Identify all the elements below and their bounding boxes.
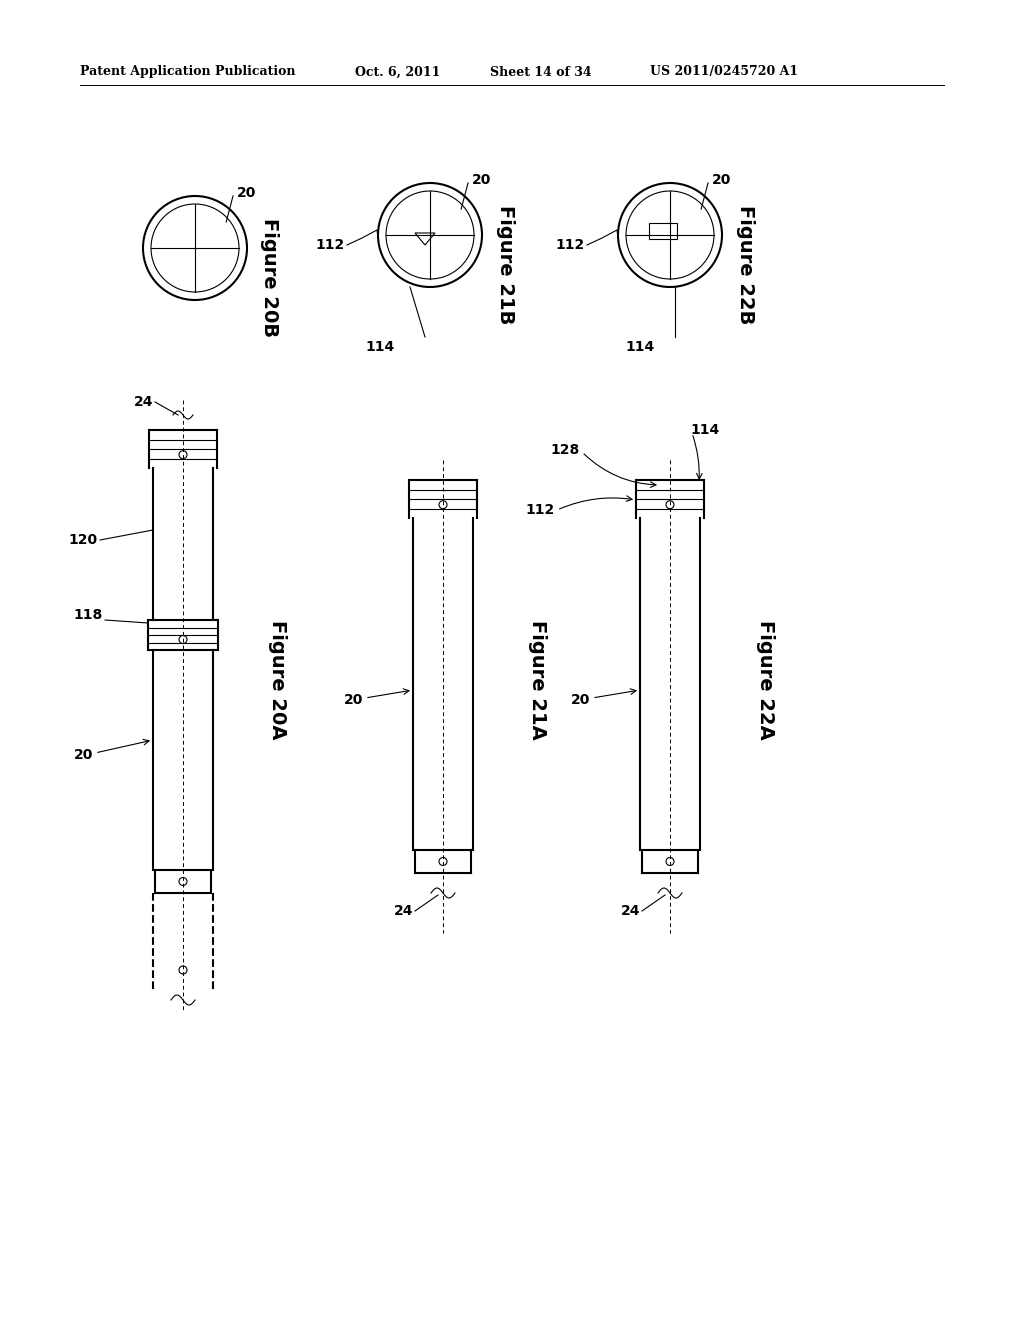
Text: 20: 20: [712, 173, 731, 187]
Text: Sheet 14 of 34: Sheet 14 of 34: [490, 66, 592, 78]
Text: 24: 24: [393, 904, 413, 917]
Text: 24: 24: [133, 395, 153, 409]
Text: 20: 20: [472, 173, 492, 187]
Text: 20: 20: [74, 748, 93, 762]
Text: Figure 20A: Figure 20A: [268, 620, 288, 739]
Text: 114: 114: [366, 341, 394, 354]
Text: Figure 21B: Figure 21B: [496, 206, 514, 325]
Text: 128: 128: [551, 444, 580, 457]
Text: 112: 112: [315, 238, 345, 252]
Text: Patent Application Publication: Patent Application Publication: [80, 66, 296, 78]
Text: 20: 20: [237, 186, 256, 201]
Text: Oct. 6, 2011: Oct. 6, 2011: [355, 66, 440, 78]
Text: 24: 24: [621, 904, 640, 917]
Text: 114: 114: [690, 422, 719, 437]
Text: 112: 112: [525, 503, 555, 517]
Text: Figure 22B: Figure 22B: [735, 206, 755, 325]
Text: Figure 20B: Figure 20B: [260, 218, 280, 338]
Text: 114: 114: [626, 341, 654, 354]
Text: US 2011/0245720 A1: US 2011/0245720 A1: [650, 66, 798, 78]
Text: Figure 21A: Figure 21A: [528, 620, 548, 741]
Text: 112: 112: [556, 238, 585, 252]
Text: 118: 118: [74, 609, 103, 622]
Text: 20: 20: [570, 693, 590, 708]
Polygon shape: [415, 234, 435, 246]
Polygon shape: [649, 223, 677, 239]
Text: 120: 120: [69, 533, 98, 546]
Text: Figure 22A: Figure 22A: [756, 620, 774, 741]
Text: 20: 20: [344, 693, 362, 708]
